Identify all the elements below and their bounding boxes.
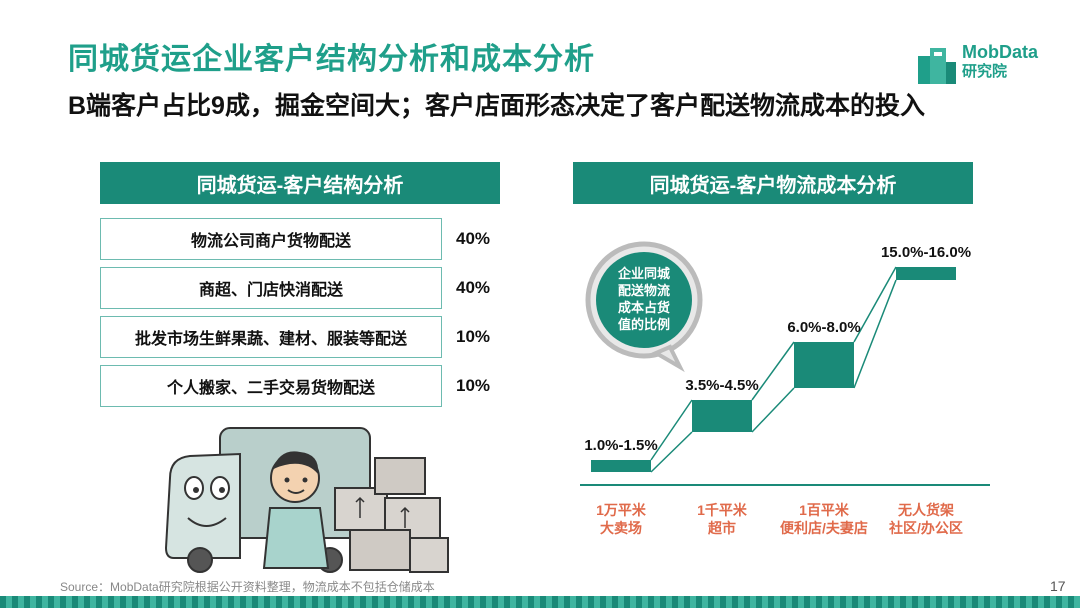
bubble-line: 企业同城 xyxy=(617,266,670,281)
bar-data-label: 3.5%-4.5% xyxy=(685,377,758,394)
customer-structure-header: 同城货运-客户结构分析 xyxy=(100,162,500,204)
connector-line xyxy=(751,387,795,433)
category-label: 1万平米 xyxy=(596,502,647,518)
connector-line xyxy=(853,266,897,343)
cost-bar xyxy=(794,342,854,388)
logo-text: MobData 研究院 xyxy=(962,42,1038,82)
bubble-line: 值的比例 xyxy=(618,317,670,332)
bubble-line: 成本占货 xyxy=(618,300,670,315)
delivery-illustration-icon xyxy=(164,427,449,573)
ratio-bubble: 企业同城 配送物流 成本占货 值的比例 xyxy=(585,241,703,373)
customer-row-pct: 40% xyxy=(456,229,491,248)
logo-sub: 研究院 xyxy=(962,63,1008,80)
category-label: 无人货架 xyxy=(897,502,954,518)
bar-data-label: 6.0%-8.0% xyxy=(787,319,860,336)
page-title: 同城货运企业客户结构分析和成本分析 xyxy=(68,43,595,76)
footer-bar xyxy=(0,596,1080,608)
customer-row: 物流公司商户货物配送 xyxy=(100,218,442,260)
category-label: 1百平米 xyxy=(799,502,850,518)
source-note: Source：MobData研究院根据公开资料整理，物流成本不包括仓储成本 xyxy=(60,580,435,594)
bar-data-label: 1.0%-1.5% xyxy=(584,437,657,454)
page-number: 17 xyxy=(1050,578,1066,594)
mobdata-logo-icon xyxy=(918,48,956,84)
category-label: 超市 xyxy=(707,520,736,536)
customer-row: 批发市场生鲜果蔬、建材、服装等配送 xyxy=(100,316,442,358)
category-label: 大卖场 xyxy=(600,520,642,536)
cost-bar xyxy=(591,460,651,472)
customer-row: 个人搬家、二手交易货物配送 xyxy=(100,365,442,407)
cost-bar xyxy=(692,400,752,432)
category-label: 便利店/夫妻店 xyxy=(780,520,868,536)
category-label: 社区/办公区 xyxy=(888,520,963,536)
connector-line xyxy=(650,431,693,473)
logo-name: MobData xyxy=(962,42,1038,62)
category-label: 1千平米 xyxy=(697,502,748,518)
customer-row-pct: 40% xyxy=(456,278,491,297)
connector-line xyxy=(650,399,693,461)
connector-line xyxy=(751,341,795,401)
cost-bar xyxy=(896,267,956,280)
bar-data-label: 15.0%-16.0% xyxy=(881,244,971,261)
bubble-line: 配送物流 xyxy=(618,283,670,298)
page-subtitle: B端客户占比9成，掘金空间大；客户店面形态决定了客户配送物流成本的投入 xyxy=(68,92,925,120)
customer-row: 商超、门店快消配送 xyxy=(100,267,442,309)
logistics-cost-header: 同城货运-客户物流成本分析 xyxy=(573,162,973,204)
connector-line xyxy=(853,279,897,389)
customer-row-pct: 10% xyxy=(456,327,491,346)
customer-row-pct: 10% xyxy=(456,376,491,395)
